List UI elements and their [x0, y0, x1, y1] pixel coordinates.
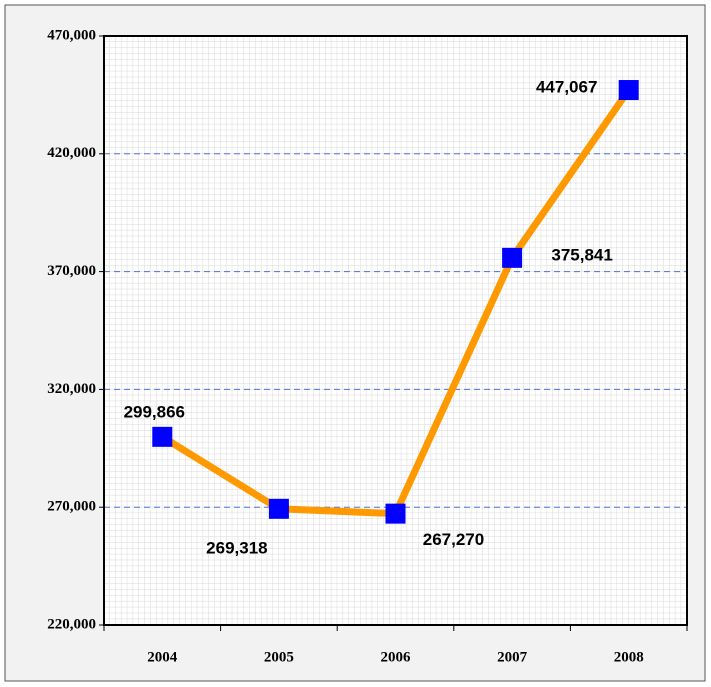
data-label: 299,866 — [124, 402, 185, 421]
y-tick-label: 270,000 — [47, 499, 96, 515]
y-tick-label: 420,000 — [47, 145, 96, 161]
x-tick-label: 2006 — [381, 649, 412, 665]
x-tick-label: 2004 — [147, 649, 178, 665]
y-tick-label: 370,000 — [47, 263, 96, 279]
y-tick-label: 470,000 — [47, 27, 96, 43]
marker — [268, 498, 289, 519]
marker — [385, 503, 406, 524]
x-tick-label: 2008 — [614, 649, 644, 665]
x-tick-label: 2007 — [497, 649, 528, 665]
data-label: 447,067 — [536, 78, 597, 97]
y-tick-label: 220,000 — [47, 616, 96, 632]
marker — [502, 247, 523, 268]
marker — [618, 80, 639, 101]
data-label: 267,270 — [423, 530, 484, 549]
plot-border — [103, 35, 688, 626]
data-label: 269,318 — [206, 538, 267, 557]
y-tick-label: 320,000 — [47, 381, 96, 397]
marker — [152, 426, 173, 447]
data-label: 375,841 — [551, 245, 612, 264]
fine-grid — [104, 36, 687, 625]
x-tick-label: 2005 — [264, 649, 294, 665]
